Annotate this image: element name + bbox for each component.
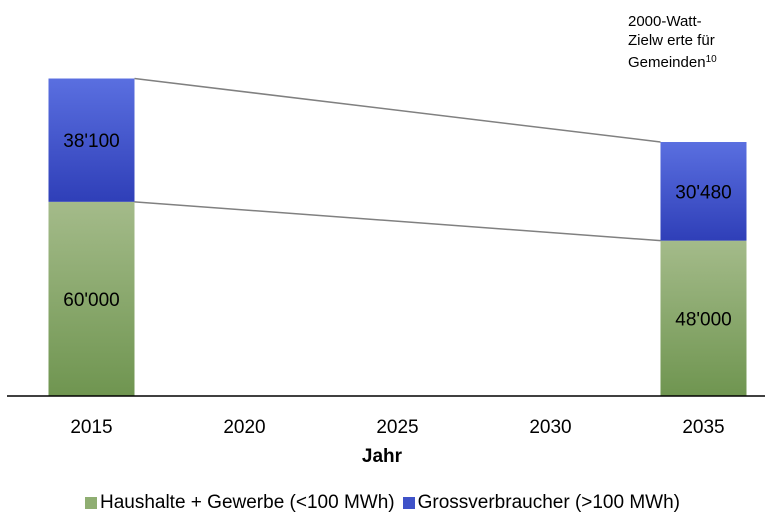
- data-label-2015-series-1: 38'100: [63, 131, 119, 152]
- annotation-text: Gemeinden: [628, 54, 706, 71]
- legend: Haushalte + Gewerbe (<100 MWh) Grossverb…: [0, 492, 765, 514]
- connector-line-1: [134, 77, 661, 143]
- x-tick-label-2020: 2020: [223, 417, 265, 438]
- x-tick-label-2030: 2030: [529, 417, 571, 438]
- bar-2015-series-0: [48, 201, 135, 396]
- x-tick-labels: 2015 2020 2025 2030 2035: [70, 417, 724, 438]
- legend-label-grossverbraucher: Grossverbraucher (>100 MWh): [417, 492, 681, 513]
- connector-lines: [134, 77, 661, 242]
- x-axis-title: Jahr: [362, 446, 403, 467]
- bar-labels-group: 60'000 38'100 48'000 30'480: [63, 131, 731, 330]
- legend-label-haushalte: Haushalte + Gewerbe (<100 MWh): [99, 492, 395, 513]
- legend-item-grossverbraucher: Grossverbraucher (>100 MWh): [402, 492, 681, 514]
- annotation-footnote: 10: [705, 54, 717, 65]
- annotation-line-3: Gemeinden10: [628, 50, 717, 72]
- legend-swatch-grossverbraucher: [402, 497, 415, 509]
- annotation-line-1: 2000-Watt-: [628, 13, 702, 30]
- data-label-2035-series-1: 30'480: [675, 182, 731, 203]
- annotation-line-2: Zielw erte für: [628, 32, 715, 49]
- x-tick-label-2035: 2035: [682, 417, 724, 438]
- x-tick-label-2015: 2015: [70, 417, 112, 438]
- target-annotation: 2000-Watt- Zielw erte für Gemeinden10: [628, 12, 717, 72]
- bar-2035-series-0: [660, 240, 747, 396]
- data-label-2035-series-0: 48'000: [675, 309, 731, 330]
- legend-item-haushalte: Haushalte + Gewerbe (<100 MWh): [84, 492, 395, 514]
- bar-2015-series-1: [48, 78, 135, 202]
- data-label-2015-series-0: 60'000: [63, 290, 119, 311]
- legend-swatch-haushalte: [84, 497, 97, 509]
- x-tick-label-2025: 2025: [376, 417, 418, 438]
- bar-2035-series-1: [660, 142, 747, 241]
- bars-group: [48, 78, 747, 396]
- connector-line-0: [134, 201, 661, 242]
